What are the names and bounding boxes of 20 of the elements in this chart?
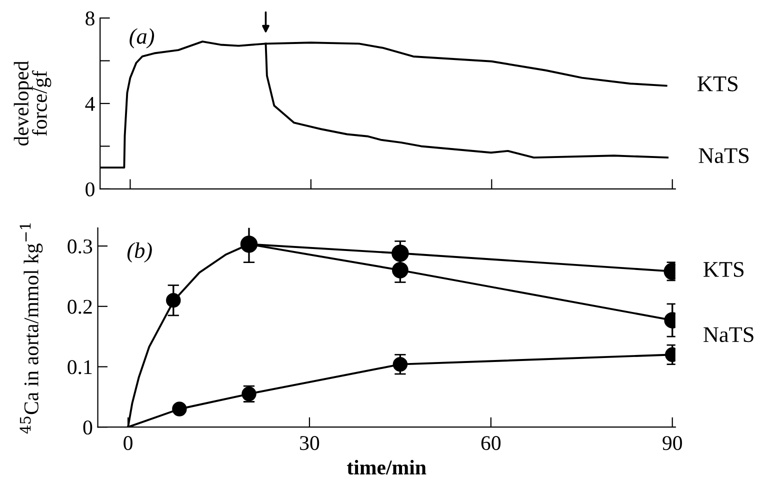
annotation: KTS	[704, 262, 744, 277]
annotation: KTS	[698, 76, 738, 92]
x-tick-label: 60	[481, 436, 501, 450]
annotation: (b)	[127, 242, 152, 263]
y-tick-label: 0.2	[68, 300, 92, 314]
x-axis-title: time/min	[347, 460, 426, 475]
x-tick-label: 90	[662, 436, 682, 450]
y-tick-label: 0	[83, 420, 92, 435]
y-tick-label: 0	[86, 182, 94, 196]
annotation: NaTS	[704, 327, 754, 342]
y-tick-label: 0.1	[68, 360, 92, 374]
y-axis-title: developed force/gf	[14, 60, 52, 146]
y-tick-label: 0.3	[68, 239, 92, 254]
x-tick-label: 0	[124, 436, 132, 450]
y-tick-label: 8	[86, 11, 94, 26]
annotation: (a)	[130, 28, 154, 48]
x-tick-label: 30	[300, 436, 320, 450]
y-tick-label: 4	[85, 97, 95, 111]
annotation: NaTS	[698, 148, 749, 164]
y-axis-title: $^{45}$Ca in aorta/mmol kg$^{−1}$	[20, 224, 43, 434]
